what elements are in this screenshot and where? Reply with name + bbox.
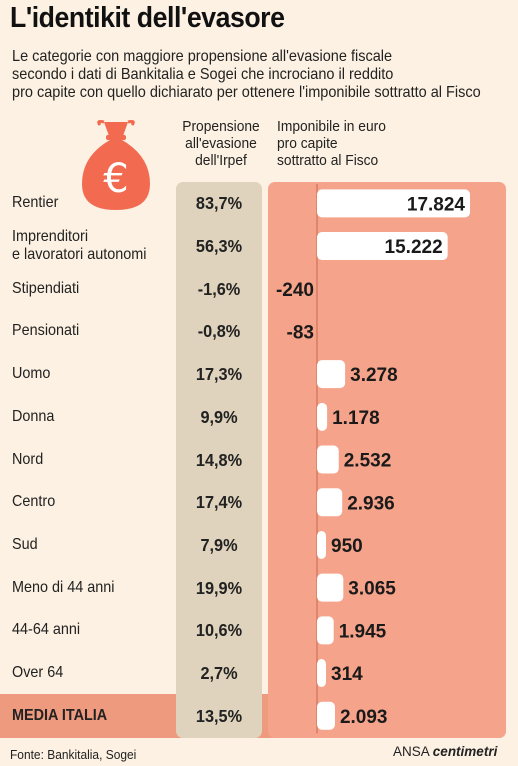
bar: [317, 616, 334, 645]
category-label: Sud: [12, 535, 38, 553]
subtitle-line: pro capite con quello dichiarato per ott…: [12, 84, 481, 101]
taxable-column-panel: [268, 182, 506, 738]
propensity-header-line: Propensione: [182, 118, 260, 135]
propensity-value: 14,8%: [195, 449, 243, 470]
bar: [317, 530, 326, 559]
brand-logo: ANSA centimetri: [393, 744, 497, 759]
propensity-header-line: all'evasione: [185, 135, 257, 152]
bar-value-label: 3.065: [348, 579, 396, 600]
category-label: Uomo: [12, 365, 51, 383]
propensity-value: 56,3%: [195, 236, 243, 257]
category-label: MEDIA ITALIA: [12, 706, 108, 724]
euro-symbol: €: [103, 156, 128, 202]
chart-title: L'identikit dell'evasore: [10, 2, 285, 34]
category-label: Imprenditori e lavoratori autonomi: [12, 228, 147, 264]
propensity-column-panel: [176, 182, 262, 738]
propensity-value: 7,9%: [200, 534, 238, 555]
category-label: Meno di 44 anni: [12, 578, 115, 596]
bar-value-label: 17.824: [407, 194, 466, 215]
bar-value-label: 314: [331, 664, 363, 685]
bar: [317, 445, 339, 474]
propensity-value: 19,9%: [195, 577, 243, 598]
category-label: Nord: [12, 450, 44, 468]
propensity-value: 83,7%: [195, 193, 243, 214]
category-label: Donna: [12, 407, 55, 425]
bar: [317, 189, 470, 218]
propensity-value: -1,6%: [197, 278, 241, 299]
bar-value-label: 15.222: [385, 237, 443, 258]
bar-value-label: 1.178: [332, 408, 380, 429]
bar: [317, 488, 343, 517]
taxable-header-line: sottratto al Fisco: [277, 152, 379, 169]
category-label: 44-64 anni: [12, 621, 81, 639]
propensity-value: 17,4%: [195, 492, 243, 513]
propensity-column-header: Propensione all'evasione dell'Irpef: [170, 118, 271, 169]
bar: [317, 701, 335, 730]
category-label: Rentier: [12, 194, 59, 212]
bar-value-label: 950: [331, 536, 363, 557]
brand-centimetri: centimetri: [432, 744, 498, 759]
bar: [317, 360, 346, 389]
category-label: Stipendiati: [12, 279, 80, 297]
bar-value-label: 1.945: [339, 621, 387, 642]
bar-value-label: 2.532: [344, 451, 392, 472]
source-note: Fonte: Bankitalia, Sogei: [10, 747, 137, 762]
bar-value-label: -83: [287, 322, 314, 343]
chart-subtitle: Le categorie con maggiore propensione al…: [12, 48, 481, 102]
subtitle-line: Le categorie con maggiore propensione al…: [12, 48, 393, 65]
subtitle-line: secondo i dati di Bankitalia e Sogei che…: [12, 66, 394, 83]
money-bag-euro-icon: €: [82, 119, 150, 210]
category-label: Pensionati: [12, 322, 80, 340]
propensity-value: 17,3%: [195, 364, 243, 385]
propensity-header-line: dell'Irpef: [195, 152, 247, 169]
bar-value-label: -240: [276, 280, 314, 301]
bar: [317, 232, 448, 261]
taxable-header-line: Imponibile in euro: [277, 118, 386, 135]
bar-value-label: 2.093: [340, 707, 388, 728]
propensity-value: 2,7%: [200, 663, 238, 684]
bar-value-label: 2.936: [347, 493, 395, 514]
bar: [317, 659, 326, 688]
bar: [317, 573, 344, 602]
bar: [317, 402, 328, 431]
propensity-value: -0,8%: [197, 321, 241, 342]
category-label: Over 64: [12, 664, 64, 682]
category-label: Centro: [12, 493, 56, 511]
taxable-header-line: pro capite: [277, 135, 338, 152]
taxable-column-header: Imponibile in euro pro capite sottratto …: [277, 118, 424, 169]
brand-ansa: ANSA: [393, 744, 430, 759]
propensity-value: 13,5%: [195, 705, 243, 726]
propensity-value: 9,9%: [200, 406, 238, 427]
propensity-value: 10,6%: [195, 620, 243, 641]
bar-value-label: 3.278: [350, 365, 398, 386]
